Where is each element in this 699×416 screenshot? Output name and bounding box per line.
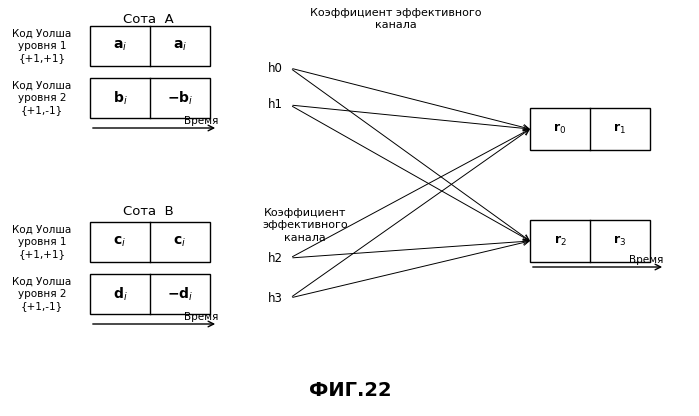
Text: h3: h3 (268, 292, 283, 305)
Bar (90, 78, 210, 118)
Text: $\mathbf{-b}_i$: $\mathbf{-b}_i$ (167, 89, 193, 106)
Text: $\mathbf{c}_i$: $\mathbf{c}_i$ (173, 235, 187, 249)
Text: Время: Время (184, 116, 218, 126)
Text: $\mathbf{c}_i$: $\mathbf{c}_i$ (113, 235, 127, 249)
Text: $\mathbf{-d}_i$: $\mathbf{-d}_i$ (167, 285, 193, 303)
Text: $\mathbf{a}_i$: $\mathbf{a}_i$ (173, 39, 187, 53)
Text: Код Уолша
уровня 2
{+1,-1}: Код Уолша уровня 2 {+1,-1} (13, 277, 71, 312)
Text: $\mathbf{r}_0$: $\mathbf{r}_0$ (554, 122, 567, 136)
Text: Сота  B: Сота B (122, 205, 173, 218)
Bar (530, 108, 650, 150)
Text: Коэффициент эффективного
канала: Коэффициент эффективного канала (310, 8, 482, 30)
Text: $\mathbf{b}_i$: $\mathbf{b}_i$ (113, 89, 127, 106)
Text: Код Уолша
уровня 1
{+1,+1}: Код Уолша уровня 1 {+1,+1} (13, 225, 71, 260)
Text: Коэффициент
эффективного
канала: Коэффициент эффективного канала (262, 208, 347, 243)
Text: h1: h1 (268, 99, 283, 111)
Text: h2: h2 (268, 252, 283, 265)
Text: Сота  А: Сота А (122, 13, 173, 26)
Text: Время: Время (628, 255, 663, 265)
Bar (530, 220, 650, 262)
Text: $\mathbf{r}_1$: $\mathbf{r}_1$ (614, 122, 626, 136)
Text: Время: Время (184, 312, 218, 322)
Text: $\mathbf{r}_3$: $\mathbf{r}_3$ (614, 234, 626, 248)
Text: $\mathbf{d}_i$: $\mathbf{d}_i$ (113, 285, 127, 303)
Bar (90, 274, 210, 314)
Text: ФИГ.22: ФИГ.22 (309, 381, 391, 400)
Text: Код Уолша
уровня 2
{+1,-1}: Код Уолша уровня 2 {+1,-1} (13, 81, 71, 115)
Text: Код Уолша
уровня 1
{+1,+1}: Код Уолша уровня 1 {+1,+1} (13, 29, 71, 63)
Text: $\mathbf{a}_i$: $\mathbf{a}_i$ (113, 39, 127, 53)
Text: $\mathbf{r}_2$: $\mathbf{r}_2$ (554, 234, 566, 248)
Bar (90, 222, 210, 262)
Bar (90, 26, 210, 66)
Text: h0: h0 (268, 62, 283, 74)
